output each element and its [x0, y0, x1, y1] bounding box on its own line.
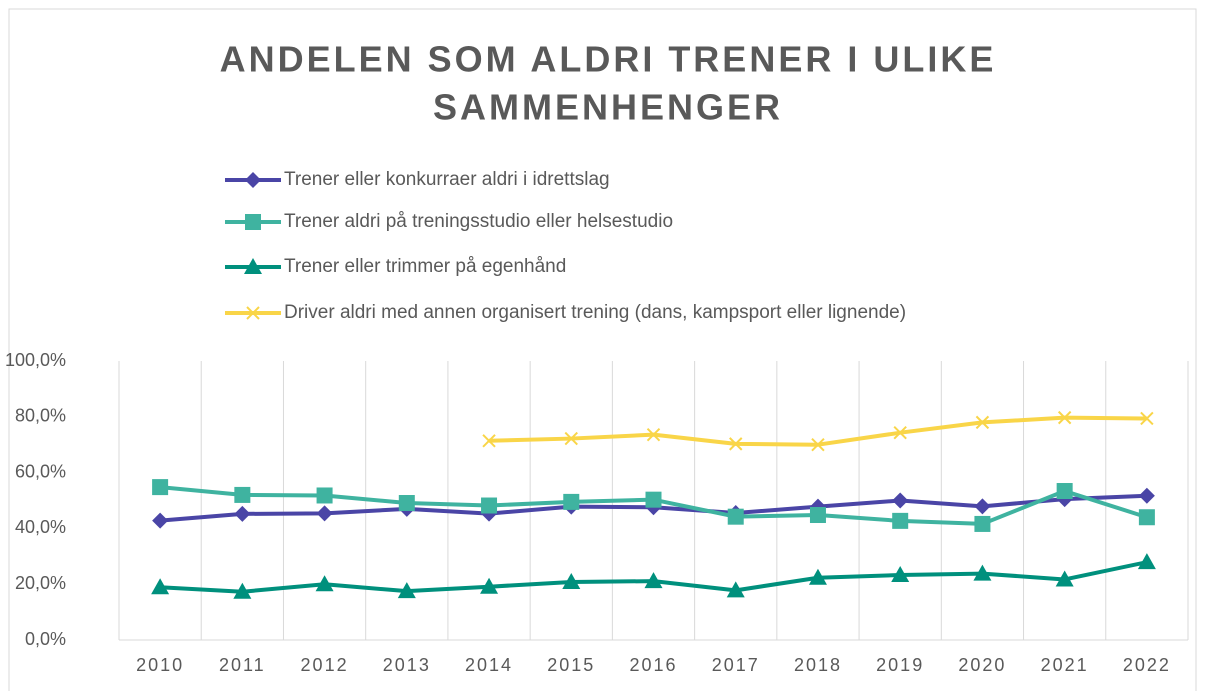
marker [152, 479, 169, 496]
x-tick-label: 2015 [547, 655, 595, 675]
legend-label: Trener eller konkurraer aldri i idrettsl… [284, 169, 610, 190]
y-tick-label: 0,0% [25, 629, 66, 649]
marker [246, 306, 260, 320]
x-tick-label: 2022 [1123, 655, 1171, 675]
marker [562, 572, 581, 589]
x-tick-label: 2018 [794, 655, 842, 675]
marker [234, 486, 251, 503]
marker [892, 512, 909, 529]
marker [727, 508, 744, 525]
x-tick-label: 2020 [958, 655, 1006, 675]
marker [646, 427, 661, 442]
marker [811, 437, 825, 452]
marker [315, 575, 334, 592]
marker [1138, 509, 1155, 526]
y-tick-label: 100,0% [5, 350, 66, 370]
marker [1138, 487, 1155, 504]
marker [152, 512, 169, 529]
y-tick-label: 80,0% [15, 406, 66, 426]
marker [482, 434, 496, 448]
marker [974, 515, 991, 532]
marker [151, 578, 170, 595]
marker [809, 507, 826, 524]
x-tick-label: 2012 [301, 655, 349, 675]
marker [245, 214, 261, 230]
marker [1055, 570, 1074, 587]
marker [893, 425, 907, 440]
marker [481, 497, 498, 514]
marker [726, 581, 745, 598]
x-tick-label: 2019 [876, 655, 924, 675]
y-tick-label: 20,0% [15, 573, 66, 593]
marker [975, 415, 990, 430]
x-tick-label: 2017 [712, 655, 760, 675]
y-tick-label: 40,0% [15, 517, 66, 537]
marker [1057, 410, 1072, 425]
x-tick-label: 2011 [219, 655, 266, 675]
marker [245, 172, 261, 188]
marker [398, 495, 415, 512]
marker [892, 492, 909, 509]
x-tick-label: 2016 [629, 655, 677, 675]
marker [973, 564, 992, 581]
marker [244, 258, 262, 274]
marker [974, 498, 991, 515]
legend-label: Trener eller trimmer på egenhånd [284, 256, 566, 277]
marker [729, 437, 743, 451]
marker [316, 487, 333, 504]
marker [316, 505, 333, 522]
marker [1140, 411, 1154, 426]
marker [480, 577, 499, 594]
marker [891, 565, 910, 582]
legend-label: Trener aldri på treningsstudio eller hel… [284, 211, 673, 232]
marker [564, 431, 578, 446]
marker [563, 493, 580, 510]
chart-title: SAMMENHENGER [433, 87, 783, 128]
marker [397, 582, 416, 599]
chart-title: ANDELEN SOM ALDRI TRENER I ULIKE [220, 39, 997, 80]
x-tick-label: 2010 [136, 655, 184, 675]
marker [1056, 483, 1073, 500]
y-tick-label: 60,0% [15, 461, 66, 481]
marker [808, 568, 827, 585]
marker [234, 505, 251, 522]
x-tick-label: 2014 [465, 655, 513, 675]
marker [233, 582, 252, 599]
x-tick-label: 2013 [383, 655, 431, 675]
marker [1137, 553, 1156, 570]
legend-label: Driver aldri med annen organisert trenin… [284, 302, 906, 323]
marker [645, 491, 662, 508]
marker [644, 572, 663, 589]
x-tick-label: 2021 [1041, 655, 1089, 675]
